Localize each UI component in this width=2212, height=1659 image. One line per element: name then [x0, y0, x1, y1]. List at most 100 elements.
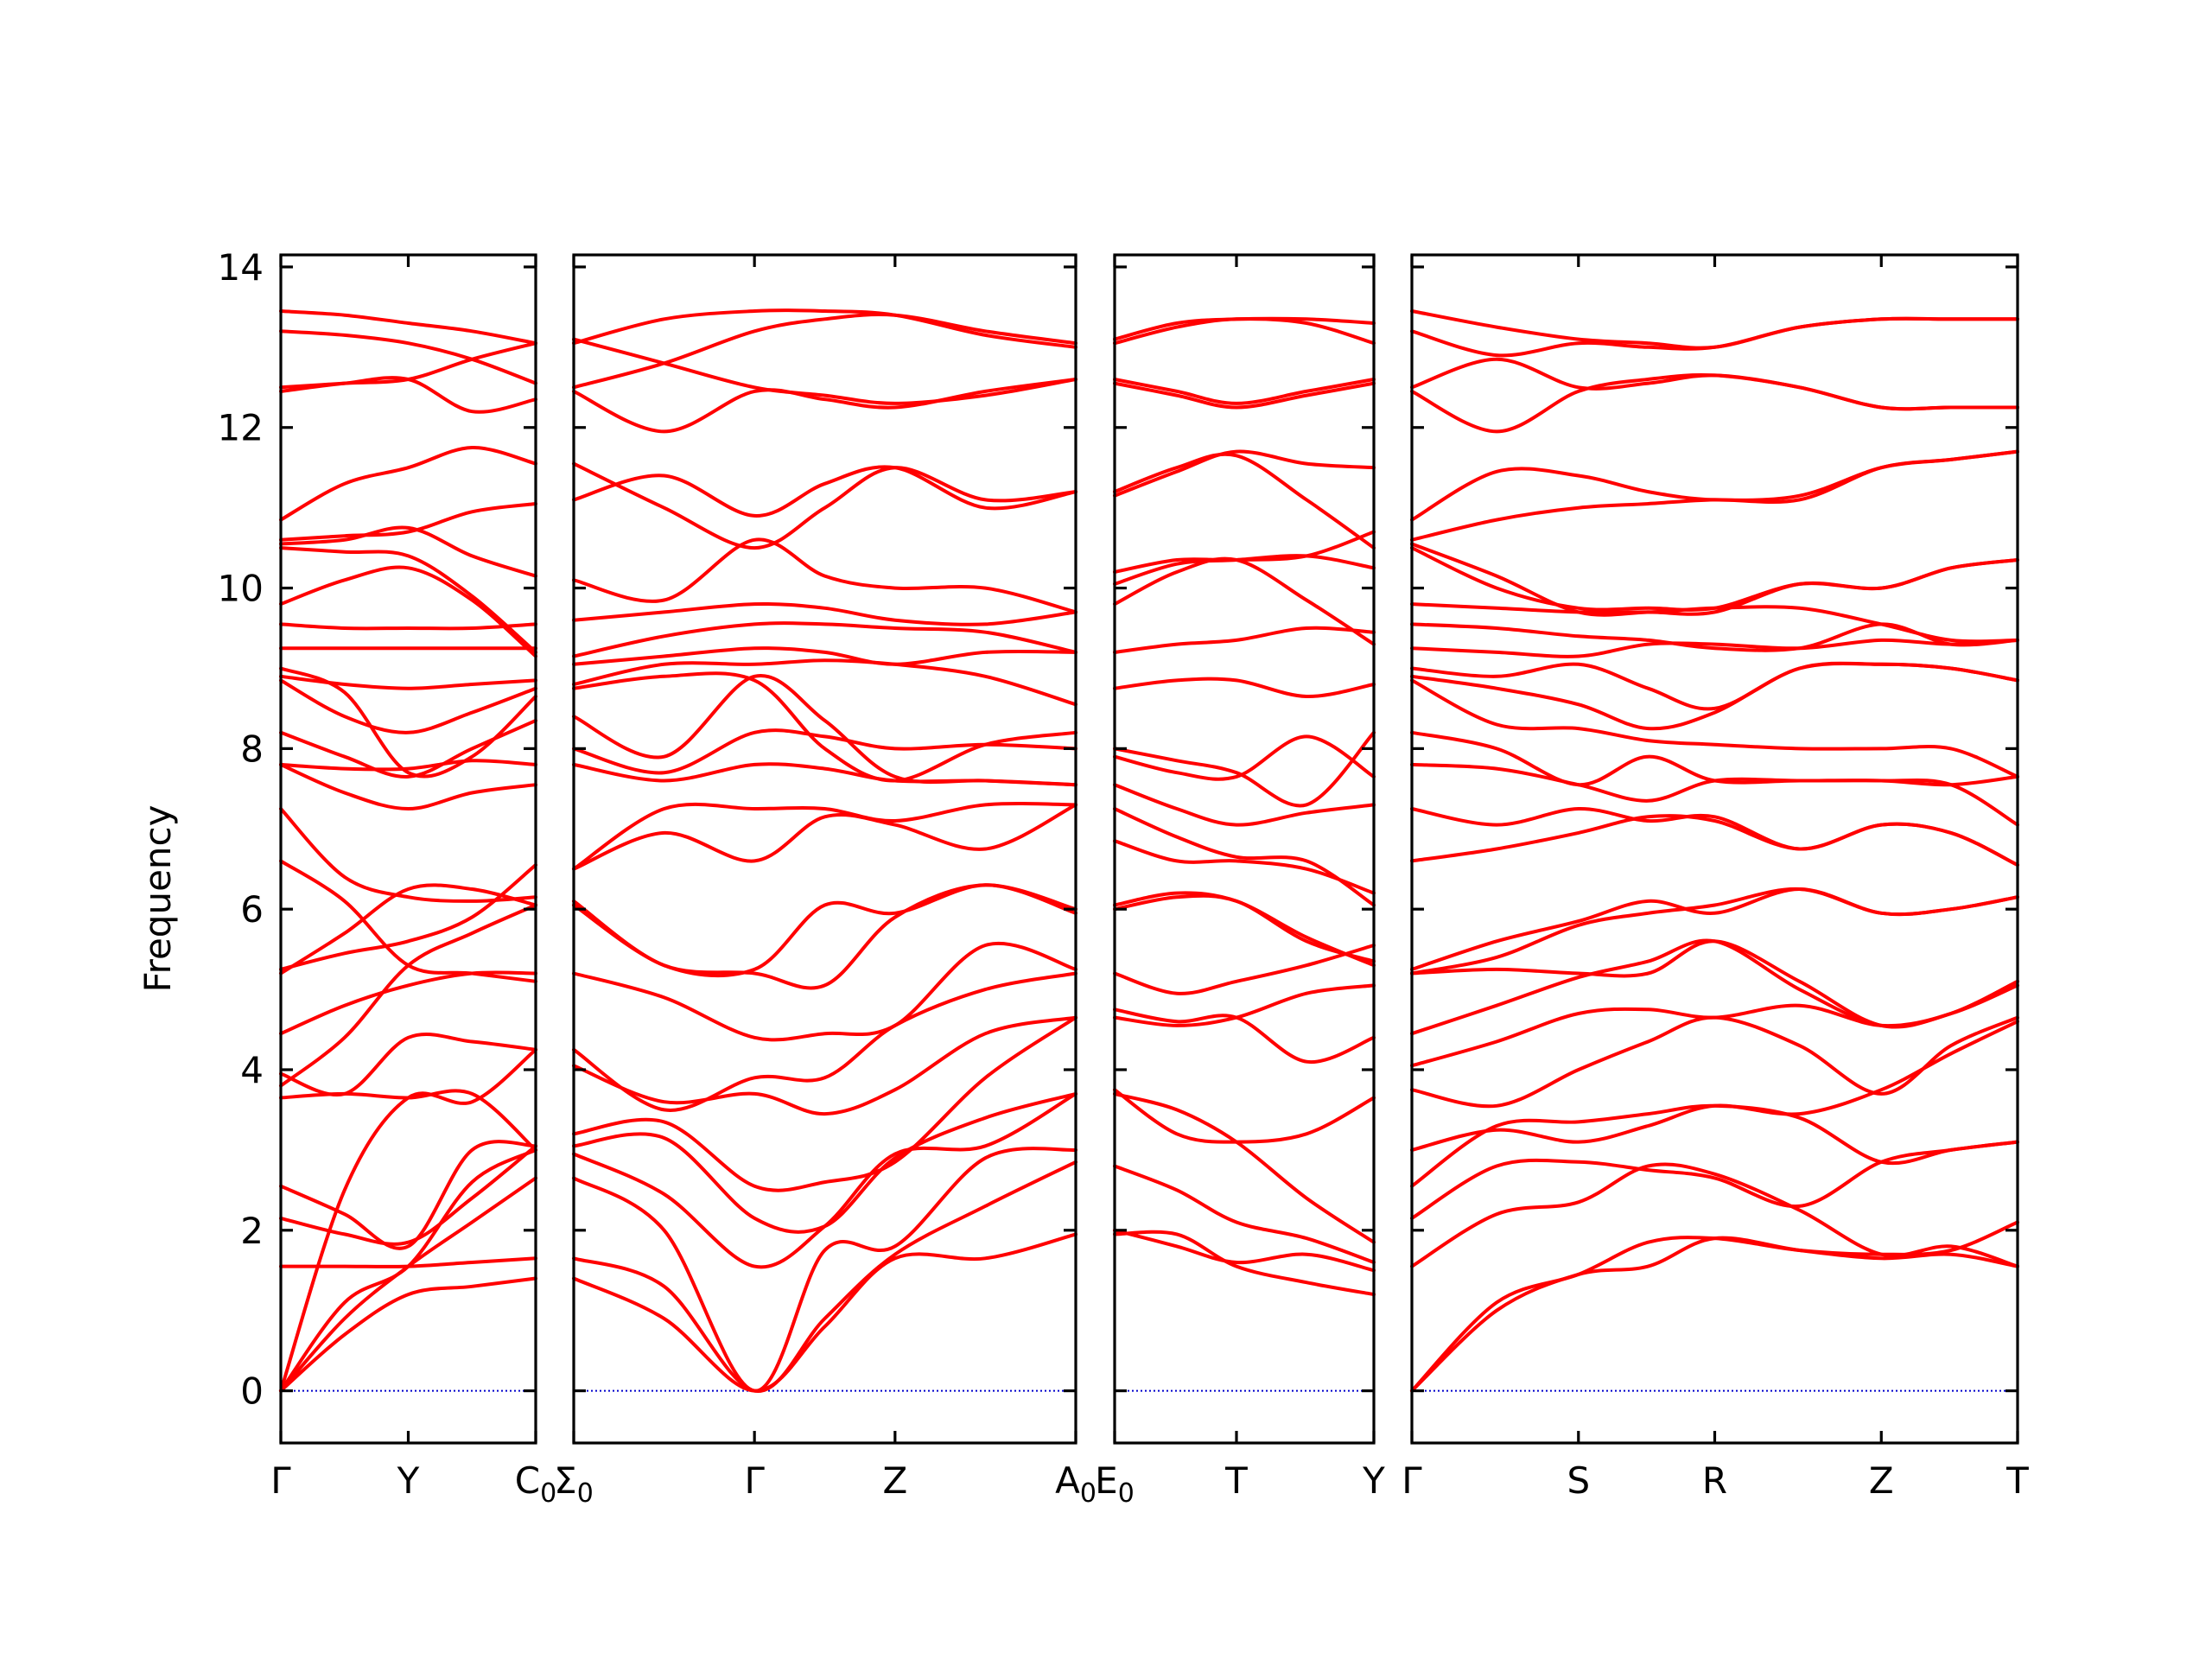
x-tick-label: R [1702, 1459, 1727, 1502]
band-1-5 [279, 1144, 537, 1246]
band-3-7 [1113, 1007, 1376, 1064]
band-1-17 [279, 759, 537, 772]
band-4-16 [1410, 730, 2019, 787]
x-tick-label: T [2005, 1459, 2029, 1502]
band-1-25 [279, 546, 537, 654]
band-3-25 [1113, 530, 1376, 574]
band-2-25 [572, 378, 1077, 434]
band-4-14 [1410, 806, 2019, 868]
band-2-1 [572, 1232, 1077, 1393]
band-3-23 [1113, 317, 1376, 346]
band-2-9 [572, 942, 1077, 1042]
x-tick-label: Γ [1402, 1459, 1422, 1502]
band-3-19 [1113, 449, 1376, 498]
band-2-10 [572, 883, 1077, 990]
band-2-28 [572, 337, 1077, 405]
band-2-16 [572, 673, 1077, 787]
band-1-6 [279, 1140, 537, 1250]
band-3-13 [1113, 783, 1376, 827]
band-2-18 [572, 658, 1077, 707]
band-1-21 [279, 666, 537, 779]
band-2-19 [572, 646, 1077, 666]
band-4-29 [1410, 316, 2019, 358]
band-4-4 [1410, 1140, 2019, 1220]
band-4-2 [1410, 1220, 2019, 1393]
x-tick-label: S [1567, 1459, 1590, 1502]
band-1-16 [279, 762, 537, 810]
panel-1: Γ Y C0 0 2 4 6 8 10 12 14 [218, 246, 557, 1509]
band-1-9 [279, 903, 537, 1088]
band-2-12 [572, 803, 1077, 871]
y-tick-label: 6 [240, 888, 264, 931]
y-tick-label: 2 [240, 1210, 264, 1252]
band-1-23 [279, 622, 537, 631]
band-1-27 [279, 502, 537, 542]
panel-3: E0 T Y [1095, 253, 1385, 1509]
band-4-19 [1410, 661, 2019, 711]
band-4-25 [1410, 449, 2019, 542]
band-3-15 [1113, 730, 1376, 808]
band-3-21 [1113, 381, 1376, 410]
band-1-11 [279, 970, 537, 1036]
x-tick-label: Γ [270, 1459, 291, 1502]
band-1-7 [279, 1047, 537, 1393]
band-2-3 [572, 1147, 1077, 1393]
band-2-5 [572, 1091, 1077, 1234]
panel-2: Σ0 Γ Z A0 [554, 253, 1096, 1509]
band-1-4 [279, 1256, 537, 1268]
band-3-24 [1113, 316, 1376, 341]
band-4-18 [1410, 661, 2019, 731]
band-4-7 [1410, 1015, 2019, 1109]
band-3-11 [1113, 839, 1376, 895]
x-tick-label: Z [1869, 1459, 1894, 1502]
band-4-22 [1410, 558, 2019, 616]
x-tick-label: Y [1362, 1459, 1385, 1502]
band-2-23 [572, 465, 1077, 518]
y-tick-label: 8 [240, 728, 264, 770]
band-2-22 [572, 537, 1077, 614]
band-1-32 [279, 309, 537, 346]
band-3-20 [1113, 452, 1376, 550]
band-1-26 [279, 525, 537, 578]
band-3-3 [1113, 1164, 1376, 1264]
band-1-1 [279, 1276, 537, 1393]
band-1-14 [279, 859, 537, 983]
x-tick-label: Σ0 [554, 1459, 594, 1509]
band-1-13 [279, 863, 537, 971]
band-1-10 [279, 1033, 537, 1097]
band-1-19 [279, 678, 537, 734]
x-tick-label: Z [882, 1459, 907, 1502]
band-1-30 [279, 341, 537, 390]
band-2-6 [572, 1015, 1077, 1192]
x-tick-label: Y [397, 1459, 420, 1502]
band-1-24 [279, 565, 537, 658]
panel-frame [1113, 253, 1376, 1445]
band-2-21 [572, 601, 1077, 626]
band-1-29 [279, 376, 537, 414]
x-tick-label: C0 [515, 1459, 556, 1509]
band-3-1 [1113, 1230, 1376, 1297]
band-2-7 [572, 1015, 1077, 1116]
band-3-16 [1113, 677, 1376, 699]
y-axis-label: Frequency [137, 805, 179, 993]
band-2-11 [572, 883, 1077, 978]
band-4-27 [1410, 372, 2019, 434]
band-3-2 [1113, 1228, 1376, 1273]
band-4-20 [1410, 638, 2019, 658]
band-4-28 [1410, 357, 2019, 411]
band-1-28 [279, 445, 537, 522]
band-4-17 [1410, 678, 2019, 779]
x-tick-label: E0 [1095, 1459, 1135, 1509]
band-3-4 [1113, 1091, 1376, 1244]
y-tick-label: 0 [240, 1370, 264, 1413]
band-3-5 [1113, 1088, 1376, 1144]
band-4-8 [1410, 979, 2019, 1068]
band-2-20 [572, 621, 1077, 658]
band-2-26 [572, 312, 1077, 390]
band-3-17 [1113, 626, 1376, 654]
panel-frame [572, 253, 1077, 1445]
band-4-1 [1410, 1236, 2019, 1393]
band-3-26 [1113, 554, 1376, 586]
